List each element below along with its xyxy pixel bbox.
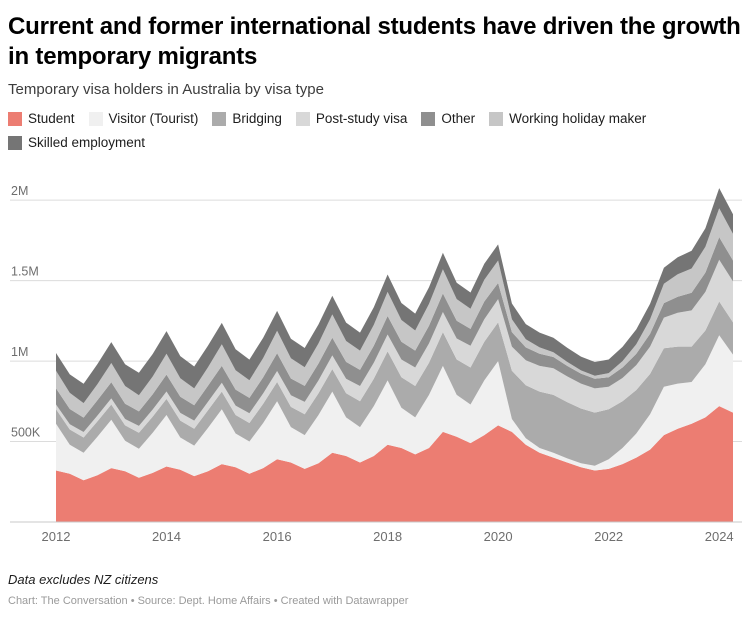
legend-label: Working holiday maker — [509, 111, 647, 126]
area-student — [56, 406, 733, 522]
area-visitor-tourist — [56, 335, 733, 481]
legend: Student Visitor (Tourist) Bridging Post-… — [8, 110, 746, 158]
legend-swatch-bridging — [212, 112, 227, 126]
legend-item-bridging: Bridging — [212, 110, 282, 128]
legend-item-student: Student — [8, 110, 75, 128]
legend-swatch-student — [8, 112, 22, 126]
x-tick-label: 2016 — [263, 529, 292, 544]
area-working-holiday-maker — [56, 208, 733, 418]
legend-item-post-study-visa: Post-study visa — [295, 110, 408, 128]
legend-swatch-post-study-visa — [295, 112, 310, 126]
y-tick-label: 500K — [11, 426, 41, 440]
y-tick-label: 2M — [11, 184, 28, 198]
legend-item-visitor-tourist: Visitor (Tourist) — [88, 110, 199, 128]
legend-label: Post-study visa — [315, 111, 408, 126]
x-tick-label: 2014 — [152, 529, 181, 544]
footer-byline: Chart: The Conversation • Source: Dept. … — [8, 595, 409, 607]
x-tick-label: 2024 — [705, 529, 734, 544]
legend-label: Skilled employment — [28, 135, 146, 150]
x-tick-label: 2012 — [42, 529, 71, 544]
area-other — [56, 237, 733, 432]
y-tick-label: 1M — [11, 345, 28, 359]
footer-note: Data excludes NZ citizens — [8, 572, 159, 587]
legend-label: Student — [28, 111, 75, 126]
legend-swatch-visitor-tourist — [88, 112, 103, 126]
legend-label: Visitor (Tourist) — [108, 111, 199, 126]
area-skilled-employment — [56, 188, 733, 404]
chart-title: Current and former international student… — [8, 13, 741, 70]
area-post-study-visa — [56, 259, 733, 438]
x-tick-label: 2022 — [594, 529, 623, 544]
legend-swatch-working-holiday-maker — [489, 112, 504, 126]
legend-swatch-skilled-employment — [8, 136, 22, 150]
stacked-area-chart: 500K 1M 1.5M 2M 2012 2014 2016 2018 2020 2022 2024 — [10, 184, 742, 544]
legend-label: Other — [441, 111, 476, 126]
chart-subtitle: Temporary visa holders in Australia by v… — [8, 81, 324, 98]
chart-card: Current and former international student… — [8, 13, 746, 607]
legend-item-skilled-employment: Skilled employment — [8, 134, 145, 152]
legend-swatch-other — [421, 112, 436, 126]
y-tick-label: 1.5M — [11, 265, 39, 279]
legend-label: Bridging — [232, 111, 282, 126]
legend-item-other: Other — [421, 110, 475, 128]
x-tick-label: 2020 — [484, 529, 513, 544]
area-bridging — [56, 301, 733, 466]
legend-item-working-holiday-maker: Working holiday maker — [489, 110, 646, 128]
x-tick-label: 2018 — [373, 529, 402, 544]
